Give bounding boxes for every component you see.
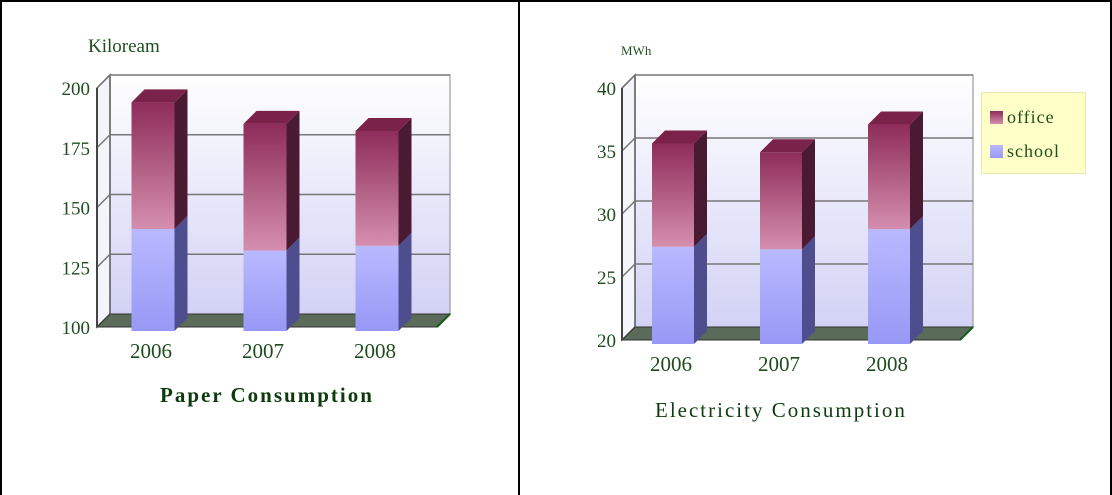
paper-chart-panel: Kiloream 100 125 150 175 200 2006 2007 2008 Pap…	[2, 0, 518, 495]
gridline-side	[96, 134, 111, 149]
bar-office-side	[174, 89, 188, 230]
bar-office	[131, 102, 175, 230]
y-tick-label: 150	[62, 199, 91, 220]
bar-school	[131, 229, 175, 331]
x-category-label: 2008	[866, 352, 908, 376]
bar-office-side	[398, 118, 412, 246]
electricity-legend: office school	[981, 92, 1086, 174]
bar-top	[243, 110, 300, 124]
bar-office	[652, 143, 694, 247]
electricity-chart-plot: 20 25 30 35 40 2006 2007 2008	[597, 73, 975, 376]
electricity-chart-panel: MWh 20 25 30 35 40 2006 2007 2008 Electricity C…	[520, 0, 1110, 495]
bar-school	[868, 229, 910, 344]
bar-office-side	[694, 130, 707, 247]
y-tick-label: 125	[62, 258, 91, 279]
bar-top	[355, 118, 412, 132]
bar-school	[652, 246, 694, 344]
table-border-left	[0, 0, 2, 495]
bar-school	[760, 249, 802, 344]
bar-top	[760, 139, 815, 153]
bar-office	[355, 131, 399, 246]
gridline-side	[621, 137, 636, 152]
x-category-label: 2006	[130, 339, 172, 363]
y-tick-label: 35	[597, 142, 616, 163]
paper-chart-title: Paper Consumption	[160, 383, 374, 407]
bar-top	[652, 130, 707, 144]
bar-school	[243, 250, 287, 331]
y-tick-label: 175	[62, 139, 91, 160]
floor-edge	[436, 313, 451, 328]
gridline-side	[621, 263, 636, 278]
bar-school	[355, 245, 399, 331]
legend-label-school: school	[1007, 141, 1060, 161]
gridline-side	[96, 193, 111, 209]
x-category-label: 2007	[758, 352, 800, 376]
legend-swatch-office	[990, 111, 1003, 124]
bar-top	[868, 111, 923, 125]
bar-office	[868, 124, 910, 230]
bar-top	[131, 89, 188, 103]
electricity-chart-title: Electricity Consumption	[655, 398, 907, 422]
y-tick-label: 25	[597, 268, 616, 289]
bar-office	[243, 123, 287, 251]
floor-edge	[959, 326, 974, 341]
bar-school-side	[694, 233, 707, 344]
legend-item-office: office	[990, 107, 1055, 128]
bar-school-side	[398, 232, 412, 331]
y-tick-label: 40	[597, 79, 616, 100]
gridline-side	[96, 253, 111, 268]
bar-office-side	[910, 111, 923, 230]
gridline-side	[621, 200, 636, 215]
y-tick-label: 30	[597, 205, 616, 226]
bar-office-side	[286, 110, 300, 251]
bar-school-side	[910, 216, 923, 344]
y-tick-label: 100	[62, 318, 91, 339]
bar-school-side	[286, 237, 300, 331]
y-tick-label: 200	[62, 79, 91, 100]
legend-label-office: office	[1007, 107, 1055, 127]
bar-school-side	[802, 236, 815, 344]
x-category-label: 2006	[650, 352, 692, 376]
electricity-unit-label: MWh	[621, 43, 652, 58]
bar-school-side	[174, 216, 188, 331]
legend-swatch-school	[990, 145, 1003, 158]
y-tick-label: 20	[597, 331, 616, 352]
table-divider	[518, 0, 520, 495]
legend-item-school: school	[990, 141, 1060, 162]
table-border-right	[1110, 0, 1112, 495]
paper-chart-plot: 100 125 150 175 200 2006 2007 2008	[62, 73, 452, 363]
x-category-label: 2008	[354, 339, 396, 363]
bar-office	[760, 152, 802, 250]
gridline-side	[621, 74, 636, 89]
bar-office-side	[802, 139, 815, 250]
paper-unit-label: Kiloream	[88, 36, 160, 57]
x-category-label: 2007	[242, 339, 284, 363]
gridline-side	[96, 74, 111, 89]
table-border-top	[0, 0, 1112, 2]
